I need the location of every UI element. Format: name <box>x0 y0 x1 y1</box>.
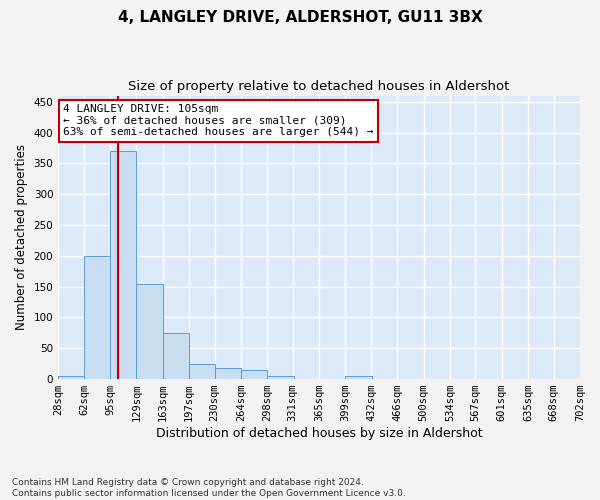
Bar <box>136 284 163 379</box>
Y-axis label: Number of detached properties: Number of detached properties <box>15 144 28 330</box>
Bar <box>241 370 267 379</box>
Title: Size of property relative to detached houses in Aldershot: Size of property relative to detached ho… <box>128 80 510 93</box>
X-axis label: Distribution of detached houses by size in Aldershot: Distribution of detached houses by size … <box>156 427 482 440</box>
Text: Contains HM Land Registry data © Crown copyright and database right 2024.
Contai: Contains HM Land Registry data © Crown c… <box>12 478 406 498</box>
Bar <box>110 151 136 379</box>
Text: 4 LANGLEY DRIVE: 105sqm
← 36% of detached houses are smaller (309)
63% of semi-d: 4 LANGLEY DRIVE: 105sqm ← 36% of detache… <box>64 104 374 138</box>
Bar <box>267 376 293 379</box>
Bar <box>58 376 85 379</box>
Bar <box>346 376 372 379</box>
Text: 4, LANGLEY DRIVE, ALDERSHOT, GU11 3BX: 4, LANGLEY DRIVE, ALDERSHOT, GU11 3BX <box>118 10 482 25</box>
Bar <box>85 256 111 379</box>
Bar <box>163 333 189 379</box>
Bar <box>215 368 241 379</box>
Bar <box>189 364 215 379</box>
